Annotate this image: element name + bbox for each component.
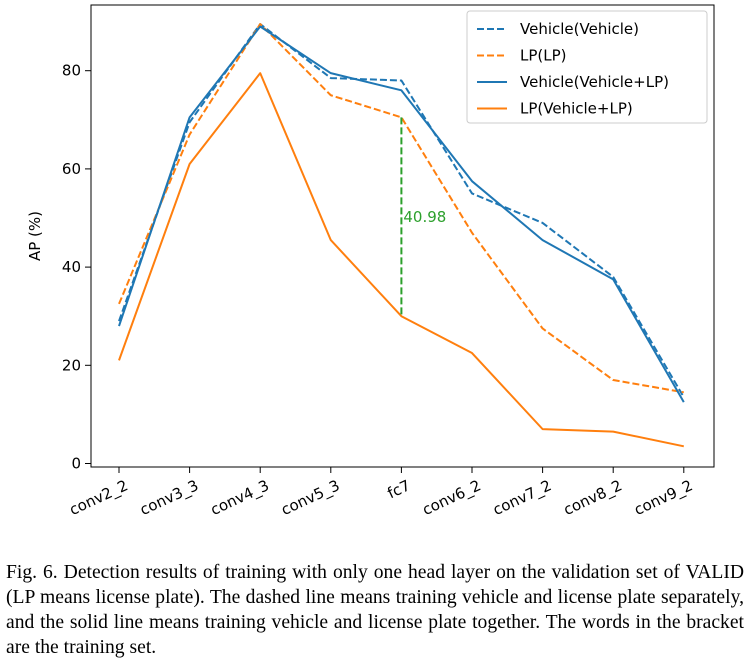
- y-axis: 0 20 40 60 80: [62, 62, 91, 473]
- x-tick-label: conv7_2: [490, 476, 555, 520]
- series-layer: [118, 23, 685, 448]
- x-tick-label: conv2_2: [67, 476, 132, 520]
- x-tick-label: conv8_2: [561, 476, 626, 520]
- annotation-layer: 40.98: [400, 117, 446, 317]
- annotation-label: 40.98: [403, 208, 446, 226]
- series-line: [118, 23, 685, 398]
- y-tick-label: 0: [71, 455, 81, 473]
- legend-label: Vehicle(Vehicle): [520, 20, 639, 38]
- x-tick-label: conv3_3: [137, 476, 202, 520]
- x-tick-label: conv4_3: [208, 476, 273, 520]
- y-tick-label: 20: [62, 356, 81, 374]
- y-tick-label: 40: [62, 258, 81, 276]
- legend-label: LP(Vehicle+LP): [520, 100, 633, 118]
- x-tick-label: fc7: [385, 476, 414, 502]
- x-axis: conv2_2 conv3_3 conv4_3 conv5_3 fc7 conv6_2 co…: [67, 467, 696, 520]
- legend: Vehicle(Vehicle) LP(LP) Vehicle(Vehicle+LP…: [466, 10, 708, 124]
- y-tick-label: 80: [62, 62, 81, 80]
- series-line: [118, 72, 685, 448]
- x-tick-label: conv5_3: [278, 476, 343, 520]
- series-line: [118, 25, 685, 403]
- figure-caption: Fig. 6. Detection results of training wi…: [6, 562, 744, 658]
- y-tick-label: 60: [62, 160, 81, 178]
- series-line: [118, 23, 684, 394]
- legend-label: Vehicle(Vehicle+LP): [520, 73, 669, 91]
- legend-box: [466, 10, 708, 124]
- plot-frame: [90, 4, 715, 468]
- x-tick-label: conv6_2: [420, 476, 485, 520]
- x-tick-label: conv9_2: [631, 476, 696, 520]
- legend-label: LP(LP): [520, 47, 567, 65]
- y-axis-label: AP (%): [26, 211, 44, 261]
